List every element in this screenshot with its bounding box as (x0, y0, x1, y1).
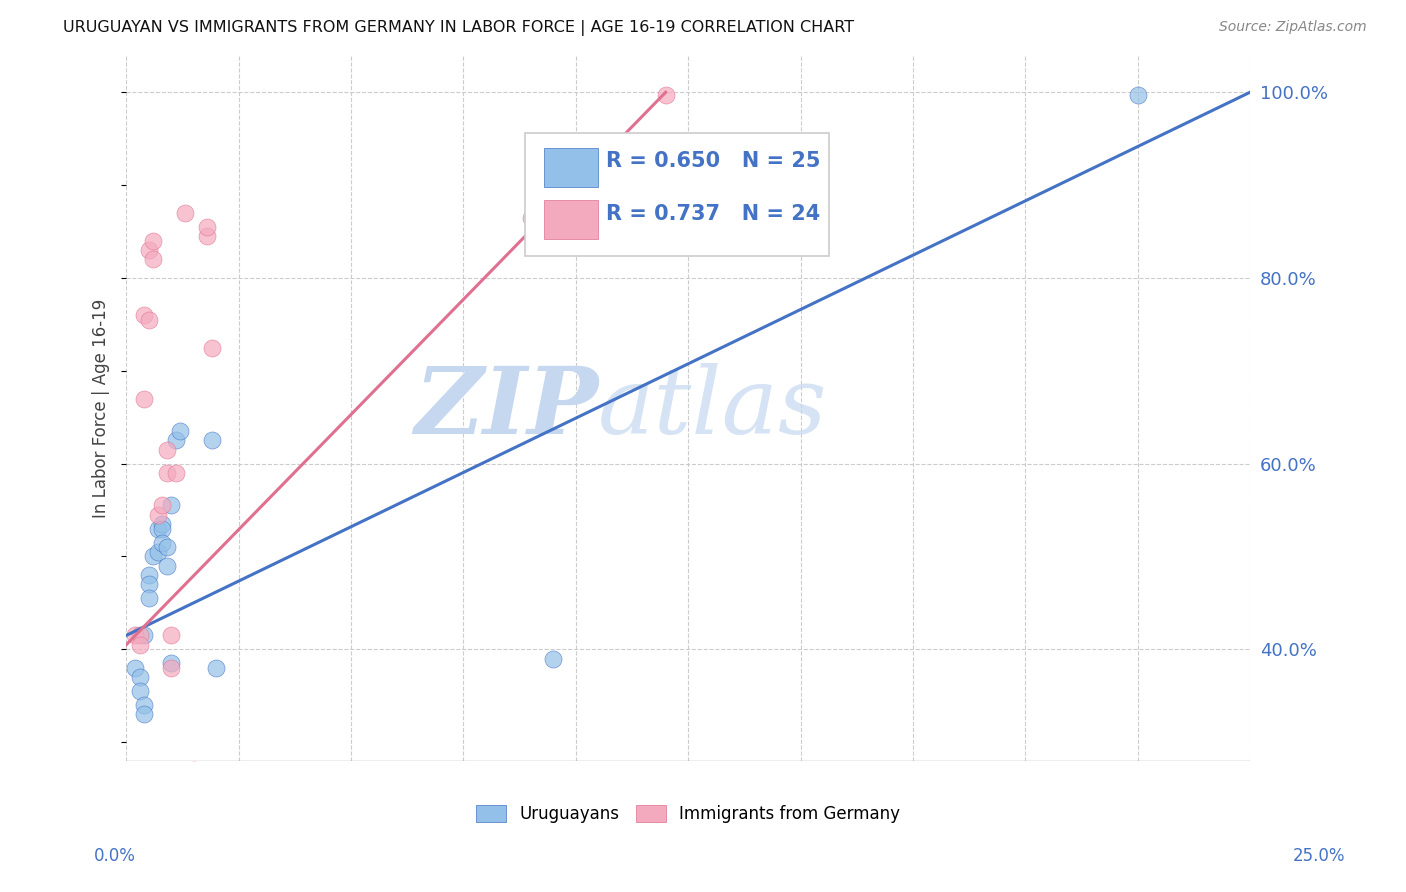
Point (201, 434, 224, 448)
Point (165, 466, 187, 480)
Point (654, 88, 676, 103)
Legend: Uruguayans, Immigrants from Germany: Uruguayans, Immigrants from Germany (470, 798, 907, 830)
Point (165, 434, 187, 448)
Point (134, 392, 156, 406)
Point (134, 698, 156, 712)
Point (134, 707, 156, 722)
Point (146, 545, 169, 559)
Point (156, 466, 179, 480)
Point (128, 684, 150, 698)
Point (150, 499, 173, 513)
FancyBboxPatch shape (526, 133, 828, 256)
Text: atlas: atlas (599, 363, 828, 453)
Point (160, 661, 183, 675)
Point (124, 661, 146, 675)
FancyBboxPatch shape (544, 148, 599, 187)
Point (156, 442, 179, 457)
Point (134, 628, 156, 642)
Point (150, 516, 173, 531)
Point (138, 312, 160, 326)
Y-axis label: In Labor Force | Age 16-19: In Labor Force | Age 16-19 (93, 298, 110, 517)
Point (169, 424, 191, 438)
Text: 0.0%: 0.0% (94, 847, 136, 865)
Point (160, 628, 183, 642)
Point (183, 763, 205, 777)
Text: URUGUAYAN VS IMMIGRANTS FROM GERMANY IN LABOR FORCE | AGE 16-19 CORRELATION CHAR: URUGUAYAN VS IMMIGRANTS FROM GERMANY IN … (63, 20, 855, 36)
Point (124, 628, 146, 642)
Point (128, 628, 150, 642)
Point (134, 308, 156, 322)
Point (160, 499, 183, 513)
Point (150, 522, 173, 536)
Text: 25.0%: 25.0% (1294, 847, 1346, 865)
Text: Source: ZipAtlas.com: Source: ZipAtlas.com (1219, 20, 1367, 34)
Text: R = 0.650   N = 25: R = 0.650 N = 25 (606, 151, 821, 171)
Point (195, 229, 218, 244)
Point (201, 341, 224, 355)
Point (520, 211, 543, 225)
Point (146, 522, 169, 536)
Point (146, 508, 169, 522)
Point (138, 568, 160, 582)
Point (128, 638, 150, 652)
Point (156, 540, 179, 554)
Point (150, 535, 173, 549)
Point (138, 243, 160, 257)
Point (142, 234, 165, 248)
Text: R = 0.737   N = 24: R = 0.737 N = 24 (606, 204, 820, 224)
Point (205, 661, 228, 675)
Point (160, 657, 183, 671)
Point (195, 219, 218, 234)
FancyBboxPatch shape (544, 200, 599, 238)
Point (156, 558, 179, 573)
Point (173, 206, 195, 220)
Point (543, 651, 565, 665)
Point (142, 252, 165, 267)
Point (1126, 88, 1149, 103)
Point (588, 219, 610, 234)
Point (138, 591, 160, 606)
Point (142, 549, 165, 564)
Point (128, 670, 150, 684)
Text: ZIP: ZIP (413, 363, 599, 453)
Point (138, 577, 160, 591)
